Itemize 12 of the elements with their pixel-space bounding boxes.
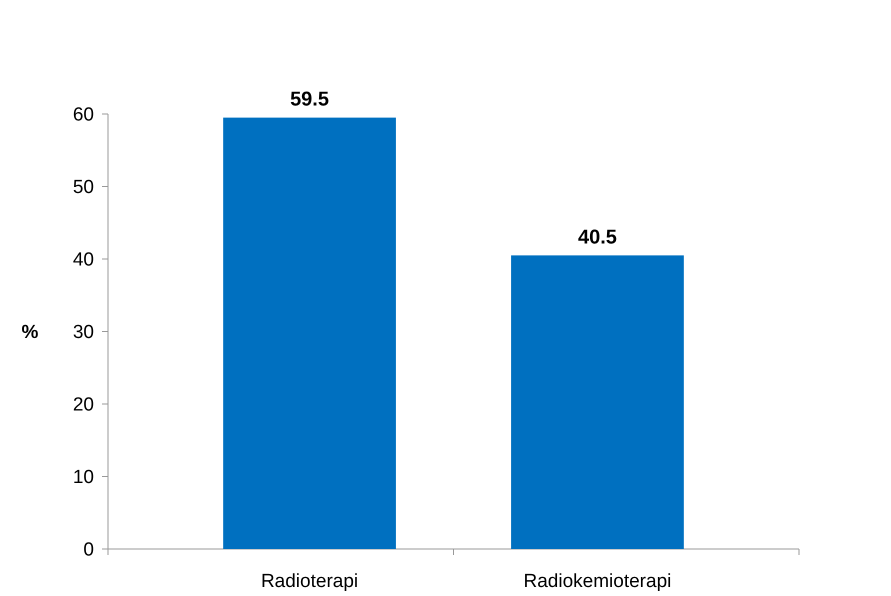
y-tick-label: 20 [72, 394, 94, 416]
y-tick-label: 60 [72, 104, 94, 126]
y-axis-title: % [22, 322, 39, 344]
x-tick-label: Radiokemioterapi [524, 571, 672, 592]
x-tick-label: Radioterapi [260, 571, 358, 592]
data-label: 59.5 [290, 88, 330, 111]
y-tick-label: 30 [72, 322, 94, 344]
y-tick-label: 40 [72, 250, 94, 271]
y-tick-label: 10 [72, 467, 94, 488]
data-label: 40.5 [578, 226, 617, 248]
y-tick-label: 0 [83, 540, 94, 561]
y-tick-label: 50 [72, 177, 94, 198]
